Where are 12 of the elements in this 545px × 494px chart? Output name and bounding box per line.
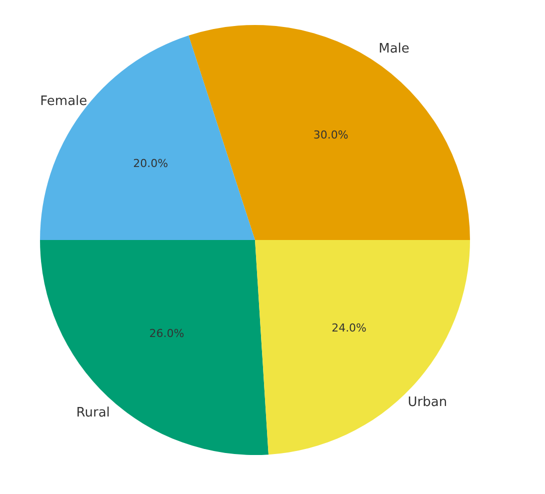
slice-label: Rural — [76, 405, 110, 420]
slice-label: Urban — [408, 394, 448, 410]
pie-slice — [188, 25, 470, 240]
pie-slice — [40, 36, 255, 240]
slice-label: Male — [378, 42, 410, 57]
data-label: 30.0% — [313, 128, 348, 142]
data-label: 24.0% — [332, 321, 367, 334]
data-label: 20.0% — [133, 157, 168, 170]
pie-slice — [255, 240, 470, 455]
pie-slice — [40, 240, 268, 455]
slice-label: Female — [40, 94, 88, 109]
data-label: 26.0% — [149, 327, 184, 340]
